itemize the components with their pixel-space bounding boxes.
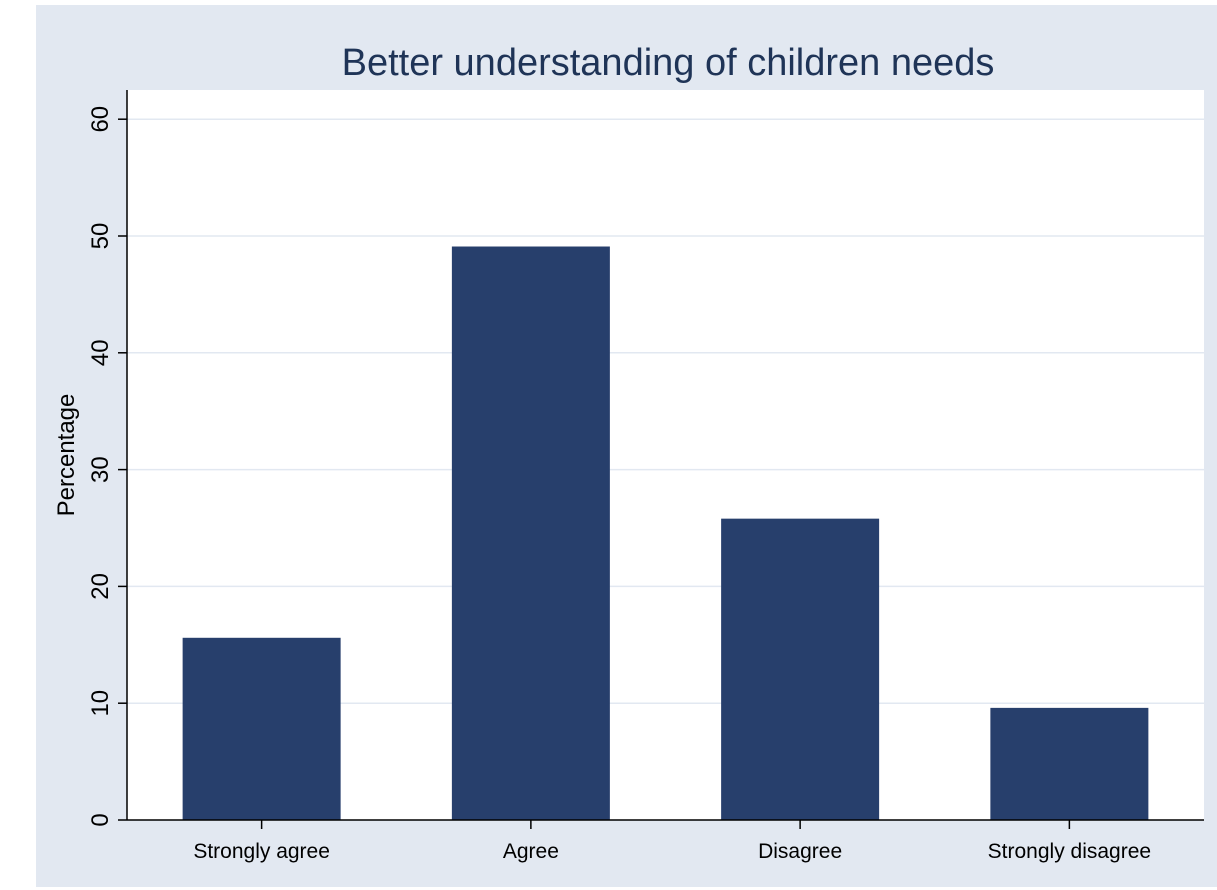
x-tick-label-strongly-agree: Strongly agree [193, 840, 330, 863]
x-tick-label-strongly-disagree: Strongly disagree [988, 840, 1151, 863]
x-tick-label-agree: Agree [503, 840, 559, 863]
bar-strongly-disagree [990, 707, 1149, 820]
y-tick-label-20: 20 [87, 573, 114, 600]
y-axis-title: Percentage [53, 394, 80, 517]
x-tick-label-disagree: Disagree [758, 840, 842, 863]
y-tick-label-0: 0 [87, 813, 114, 826]
y-tick-label-10: 10 [87, 690, 114, 717]
chart-title: Better understanding of children needs [342, 42, 995, 84]
bars [182, 246, 1149, 821]
bar-disagree [721, 518, 880, 820]
y-tick-label-60: 60 [87, 106, 114, 133]
y-tick-label-40: 40 [87, 339, 114, 366]
y-tick-label-50: 50 [87, 223, 114, 250]
bar-strongly-agree [182, 637, 341, 820]
x-labels: Strongly agree Agree Disagree Strongly disa… [193, 820, 1151, 863]
y-tick-label-30: 30 [87, 456, 114, 483]
y-ticks: 0 10 20 30 40 50 60 [87, 106, 127, 827]
bar-agree [451, 246, 610, 821]
